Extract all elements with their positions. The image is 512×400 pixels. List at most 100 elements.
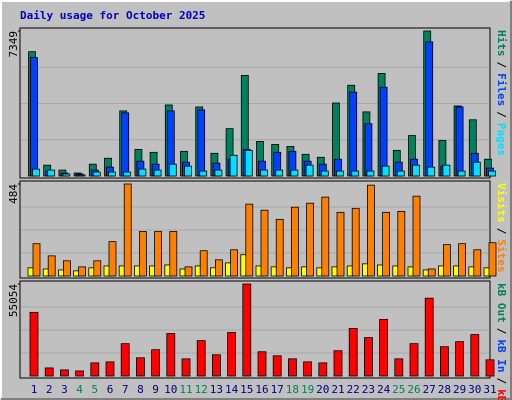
bar [427,268,436,277]
bar [168,163,177,177]
bar [442,164,451,177]
bar [472,161,481,177]
bar [412,164,420,177]
x-tick-label: 23 [362,383,375,396]
bar [32,168,40,177]
bar [366,184,375,277]
bar [439,346,449,377]
bar [151,349,161,377]
bar [412,195,421,277]
bar [425,41,434,177]
legend-entry: Pages [495,123,508,156]
bar [197,109,206,177]
bar [169,231,178,277]
bar [379,86,388,177]
bar [105,361,115,377]
bar [379,318,389,377]
x-tick-label: 12 [195,383,208,396]
bar [366,170,375,177]
bar [154,231,163,277]
bar [455,341,465,377]
bar [427,166,436,177]
bar [227,332,237,377]
x-tick-label: 28 [438,383,451,396]
legend-entry: Visits [495,183,508,223]
bar [455,106,464,177]
bar [123,171,132,177]
bar [230,249,239,277]
bar [196,340,206,377]
bar [92,171,101,177]
x-tick-label: 20 [316,383,329,396]
bar [181,358,191,377]
bar [349,91,358,177]
x-tick-label: 8 [137,383,144,396]
bar [470,334,480,377]
bar [199,170,208,177]
bar [60,369,69,377]
legend: Visits / Sites [495,183,508,273]
x-tick-label: 11 [179,383,192,396]
bar [488,170,496,177]
y-tick-label: 7349 [7,31,20,58]
y-tick-label: 484 [7,184,20,204]
bar [78,266,86,277]
bar [166,333,176,377]
bar [229,154,238,177]
bar [120,343,130,377]
x-tick-label: 10 [164,383,177,396]
bar [485,359,495,377]
bar [153,169,162,177]
legend-entry: Files [495,73,508,106]
bar [257,351,267,377]
y-tick-label: 55054 [7,284,20,317]
bar [382,211,391,277]
bar [457,170,466,177]
bar [63,260,71,277]
bar [93,260,102,277]
bar [135,357,145,377]
legend-entry: kB Out [495,283,508,323]
bar [30,57,38,177]
bar [123,183,132,277]
x-tick-label: 18 [286,383,299,396]
bar [424,297,434,377]
x-tick-label: 9 [152,383,159,396]
x-tick-label: 17 [271,383,284,396]
bar [214,259,223,277]
bar [90,362,100,377]
bar [305,164,314,177]
x-tick-label: 1 [31,383,38,396]
legend-separator: / [495,62,508,69]
x-tick-label: 5 [91,383,98,396]
bar [138,231,147,277]
bar [184,266,193,277]
x-tick-label: 26 [407,383,420,396]
x-tick-label: 16 [255,383,268,396]
legend: Hits / Files / Pages [495,30,508,156]
legend-separator: / [495,328,508,335]
bar [290,169,299,177]
x-tick-label: 19 [301,383,314,396]
bar [75,370,84,377]
legend-entry: kB F [495,389,508,400]
x-tick-label: 7 [122,383,129,396]
bar [275,218,284,277]
bar [351,207,360,277]
bar [260,169,268,177]
bar [211,354,221,377]
bar [62,173,71,177]
bar [272,355,282,377]
bar [488,242,497,277]
x-tick-label: 29 [453,383,466,396]
x-tick-label: 22 [347,383,360,396]
bar [306,202,315,277]
bar [275,169,284,177]
bar [242,283,252,377]
chart-title: Daily usage for October 2025 [20,9,205,22]
x-tick-label: 25 [392,383,405,396]
bar [290,206,299,277]
bar [363,337,373,377]
